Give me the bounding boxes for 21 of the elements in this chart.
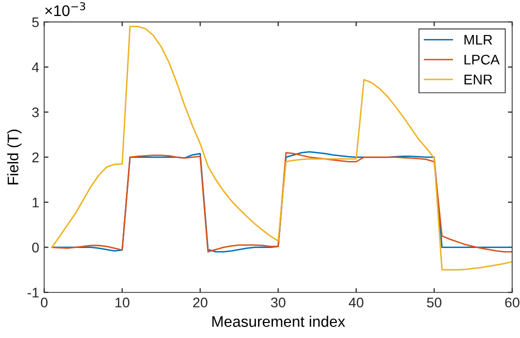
y-tick-label: 1 xyxy=(32,198,39,208)
text: ×10$^{−3}$ xyxy=(45,2,86,16)
x-tick-label: 30 xyxy=(271,298,286,308)
x-tick-label: 0 xyxy=(40,298,48,308)
y-tick-label: 2 xyxy=(32,152,39,162)
legend-label: ENR xyxy=(464,74,492,84)
y-tick-label: 5 xyxy=(32,17,39,28)
y-tick-label: -1 xyxy=(28,288,39,298)
y-tick-label: 3 xyxy=(32,107,39,118)
line-series xyxy=(51,26,512,271)
x-tick-label: 20 xyxy=(193,298,208,308)
x-axis-title: Measurement index xyxy=(212,316,346,327)
x-tick-label: 10 xyxy=(116,298,130,308)
x-tick-label: 50 xyxy=(427,298,442,308)
y-tick-label: 4 xyxy=(32,62,39,72)
legend-label: LPCA xyxy=(464,54,500,65)
y-tick-label: 0 xyxy=(32,242,39,252)
x-tick-label: 40 xyxy=(348,298,364,308)
x-tick-label: 60 xyxy=(505,298,520,308)
legend-label: MLR xyxy=(464,34,492,45)
y-axis-title: Field (T) xyxy=(7,130,22,184)
